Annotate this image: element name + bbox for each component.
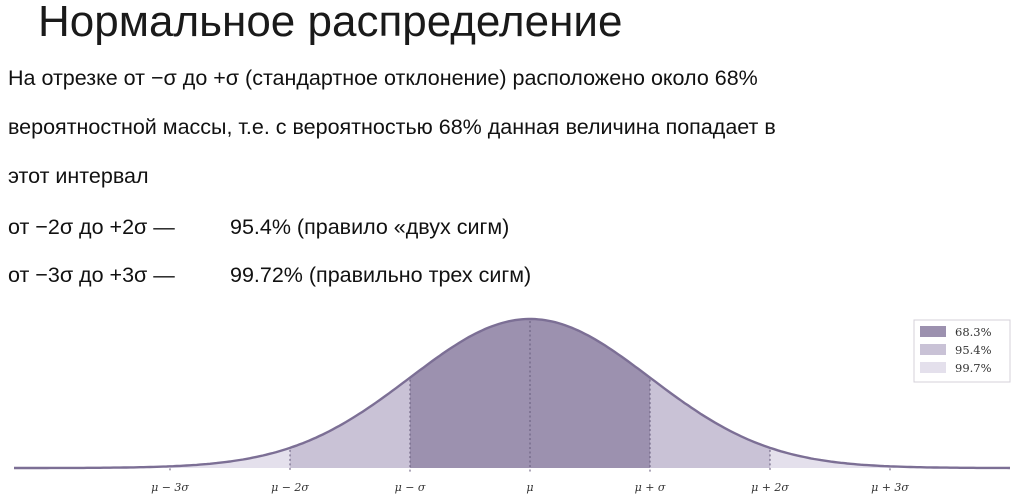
tick-label: μ + 3σ (871, 481, 909, 494)
three-sigma-range: от −3σ до +3σ — (8, 263, 175, 287)
x-axis-ticks: μ − 3σ μ − 2σ μ − σ μ μ + σ μ + 2σ μ + 3σ (151, 481, 909, 494)
chart-legend: 68.3% 95.4% 99.7% (913, 319, 1011, 383)
tick-label: μ + σ (635, 481, 666, 494)
tick-label: μ − σ (395, 481, 426, 494)
three-sigma-rule: от −3σ до +3σ — 99.72% (правильно трех с… (8, 260, 531, 290)
intro-paragraph: На отрезке от −σ до +σ (стандартное откл… (8, 54, 1018, 201)
legend-swatch (920, 326, 946, 337)
legend-label: 68.3% (955, 325, 992, 339)
legend-label: 99.7% (955, 361, 992, 375)
tick-label: μ (526, 481, 533, 494)
two-sigma-rule: от −2σ до +2σ — 95.4% (правило «двух сиг… (8, 212, 509, 242)
sigma-guide-lines (169, 321, 891, 472)
tick-label: μ + 2σ (751, 481, 789, 494)
normal-distribution-chart: μ − 3σ μ − 2σ μ − σ μ μ + σ μ + 2σ μ + 3σ 68.3… (14, 317, 1011, 494)
tick-label: μ − 3σ (151, 481, 189, 494)
two-sigma-range: от −2σ до +2σ — (8, 215, 175, 239)
legend-swatch (920, 362, 946, 373)
paragraph-line-1: На отрезке от −σ до +σ (стандартное откл… (8, 66, 758, 90)
two-sigma-value: 95.4% (правило «двух сигм) (230, 215, 510, 239)
paragraph-line-3: этот интервал (8, 164, 149, 188)
three-sigma-value: 99.72% (правильно трех сигм) (230, 263, 532, 287)
slide-title: Нормальное распределение (38, 0, 623, 46)
tick-label: μ − 2σ (271, 481, 309, 494)
legend-swatch (920, 344, 946, 355)
density-curve (14, 317, 1011, 470)
legend-label: 95.4% (955, 343, 992, 357)
paragraph-line-2: вероятностной массы, т.е. с вероятностью… (8, 115, 776, 139)
